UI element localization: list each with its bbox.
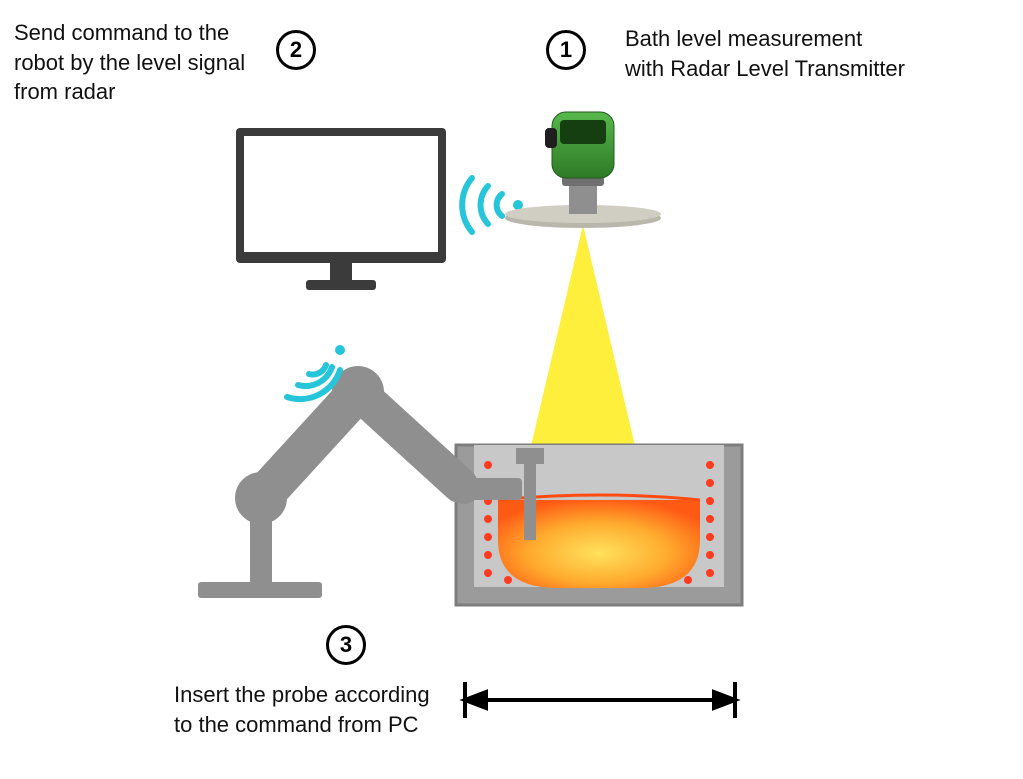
signal-monitor-icon bbox=[462, 178, 523, 232]
dimension-line bbox=[465, 682, 735, 718]
step-badge-3: 3 bbox=[326, 625, 366, 665]
diagram-svg bbox=[0, 0, 1023, 779]
radar-transmitter bbox=[505, 112, 661, 228]
step-badge-2: 2 bbox=[276, 30, 316, 70]
label-step-2: Send command to the robot by the level s… bbox=[14, 18, 245, 107]
diagram-stage: 1 2 3 Bath level measurement with Radar … bbox=[0, 0, 1023, 779]
step-badge-1: 1 bbox=[546, 30, 586, 70]
label-step-1: Bath level measurement with Radar Level … bbox=[625, 24, 905, 83]
pc-monitor bbox=[236, 128, 446, 290]
vessel bbox=[456, 445, 742, 605]
label-step-3: Insert the probe according to the comman… bbox=[174, 680, 430, 739]
